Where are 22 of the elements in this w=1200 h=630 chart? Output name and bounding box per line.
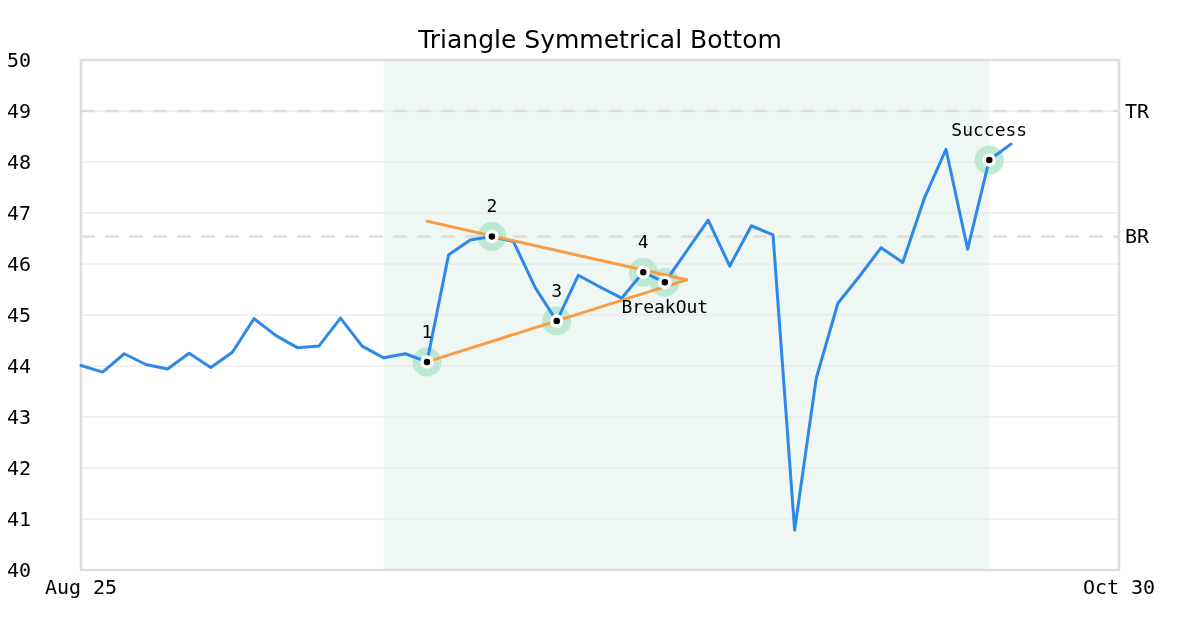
y-tick-label: 41 — [6, 507, 31, 531]
y-tick-label: 43 — [6, 405, 31, 429]
y-tick-label: 40 — [6, 558, 31, 582]
x-tick-label: Oct 30 — [1082, 575, 1156, 599]
y-tick-label: 45 — [6, 303, 31, 327]
y-tick-label: 46 — [6, 252, 31, 276]
series-label: Success — [951, 118, 1028, 140]
y-tick-label: 49 — [6, 99, 31, 123]
y-tick-label: 48 — [6, 150, 31, 174]
y-tick-label: 44 — [6, 354, 31, 378]
y-tick-label: 50 — [6, 48, 31, 72]
series-label: BreakOut — [621, 296, 709, 318]
series-label: 3 — [551, 280, 563, 302]
y-tick-label: 47 — [6, 201, 31, 225]
y-tick-label: 42 — [6, 456, 31, 480]
ref-line-label: BR — [1125, 224, 1151, 249]
chart-title: Triangle Symmetrical Bottom — [417, 25, 782, 54]
x-tick-label: Aug 25 — [44, 575, 118, 599]
series-label: 2 — [486, 195, 498, 217]
series-label: 1 — [421, 320, 433, 342]
series-label: 4 — [637, 231, 649, 253]
ref-line-label: TR — [1125, 99, 1151, 123]
